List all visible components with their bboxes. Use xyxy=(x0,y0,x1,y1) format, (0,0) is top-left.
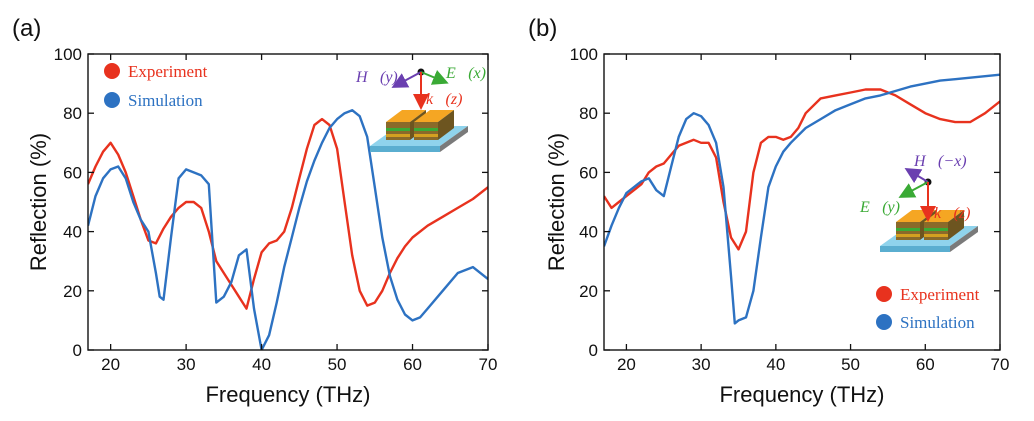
y-tick-label: 60 xyxy=(579,163,598,182)
block-side xyxy=(438,110,454,140)
y-tick-label: 0 xyxy=(589,341,598,360)
panel-label: (b) xyxy=(528,15,557,42)
x-tick-label: 50 xyxy=(841,355,860,374)
series-line-simulation xyxy=(88,109,488,350)
legend-marker-simulation xyxy=(104,92,120,108)
y-tick-label: 60 xyxy=(63,163,82,182)
legend-label-experiment: Experiment xyxy=(900,285,980,304)
x-tick-label: 40 xyxy=(766,355,785,374)
y-tick-label: 0 xyxy=(73,341,82,360)
y-tick-label: 100 xyxy=(570,45,598,64)
substrate-front xyxy=(370,146,440,152)
x-tick-label: 60 xyxy=(403,355,422,374)
y-axis-label: Reflection (%) xyxy=(26,133,51,271)
y-tick-label: 20 xyxy=(63,282,82,301)
y-tick-label: 80 xyxy=(579,104,598,123)
substrate-side xyxy=(950,226,978,252)
x-axis-label: Frequency (THz) xyxy=(719,382,884,407)
y-tick-label: 40 xyxy=(63,223,82,242)
legend-marker-simulation xyxy=(876,314,892,330)
block-top xyxy=(386,110,426,122)
x-tick-label: 60 xyxy=(916,355,935,374)
legend-label-experiment: Experiment xyxy=(128,62,208,81)
legend-label-simulation: Simulation xyxy=(900,313,975,332)
y-tick-label: 20 xyxy=(579,282,598,301)
h-vector-label: H⃗(−x) xyxy=(913,153,967,170)
e-vector-arrow xyxy=(898,181,929,198)
k-vector-label: k⃗(z) xyxy=(426,91,462,108)
legend-label-simulation: Simulation xyxy=(128,91,203,110)
panel-label: (a) xyxy=(12,15,41,42)
chart-panel-b: (b) 0 20 40 60 80 100 20 30 40 50 60 70 Frequency (TH… xyxy=(528,15,1009,407)
x-tick-label: 70 xyxy=(991,355,1010,374)
block-top xyxy=(414,110,454,122)
layer-gold xyxy=(896,234,920,237)
y-tick-label: 100 xyxy=(54,45,82,64)
x-tick-label: 20 xyxy=(101,355,120,374)
plot-frame xyxy=(603,53,1001,351)
y-axis-label: Reflection (%) xyxy=(544,133,569,271)
layer-green xyxy=(896,228,920,231)
block-side xyxy=(948,210,964,240)
inset-illustration: H⃗(y) E⃗(x) k⃗(z) xyxy=(355,65,486,152)
x-tick-label: 20 xyxy=(617,355,636,374)
x-tick-label: 30 xyxy=(692,355,711,374)
h-vector-arrow xyxy=(904,167,929,184)
legend-marker-experiment xyxy=(876,286,892,302)
series-line-simulation xyxy=(604,73,1000,325)
layer-green xyxy=(386,128,410,131)
e-vector-arrow xyxy=(420,70,449,85)
h-vector-label: H⃗(y) xyxy=(355,69,398,86)
plot-frame xyxy=(87,53,489,351)
layer-gold xyxy=(924,234,948,237)
x-tick-label: 30 xyxy=(177,355,196,374)
substrate-front xyxy=(880,246,950,252)
inset-illustration: H⃗(−x) E⃗(y) k⃗(z) xyxy=(859,153,978,252)
chart-panel-a: (a) 0 20 40 60 80 100 20 30 40 50 60 70 Frequency (TH… xyxy=(12,15,497,407)
y-tick-label: 40 xyxy=(579,223,598,242)
substrate-side xyxy=(440,126,468,152)
layer-green xyxy=(924,228,948,231)
series-line-experiment xyxy=(604,88,1000,251)
x-tick-label: 50 xyxy=(328,355,347,374)
e-vector-label: E⃗(x) xyxy=(445,65,486,82)
layer-gold xyxy=(414,134,438,137)
y-tick-label: 80 xyxy=(63,104,82,123)
x-axis-label: Frequency (THz) xyxy=(205,382,370,407)
legend-marker-experiment xyxy=(104,63,120,79)
k-vector-label: k⃗(z) xyxy=(934,205,970,222)
e-vector-label: E⃗(y) xyxy=(859,199,900,216)
x-tick-label: 70 xyxy=(479,355,498,374)
layer-gold xyxy=(386,134,410,137)
h-vector-arrow xyxy=(391,71,422,88)
x-tick-label: 40 xyxy=(252,355,271,374)
layer-green xyxy=(414,128,438,131)
